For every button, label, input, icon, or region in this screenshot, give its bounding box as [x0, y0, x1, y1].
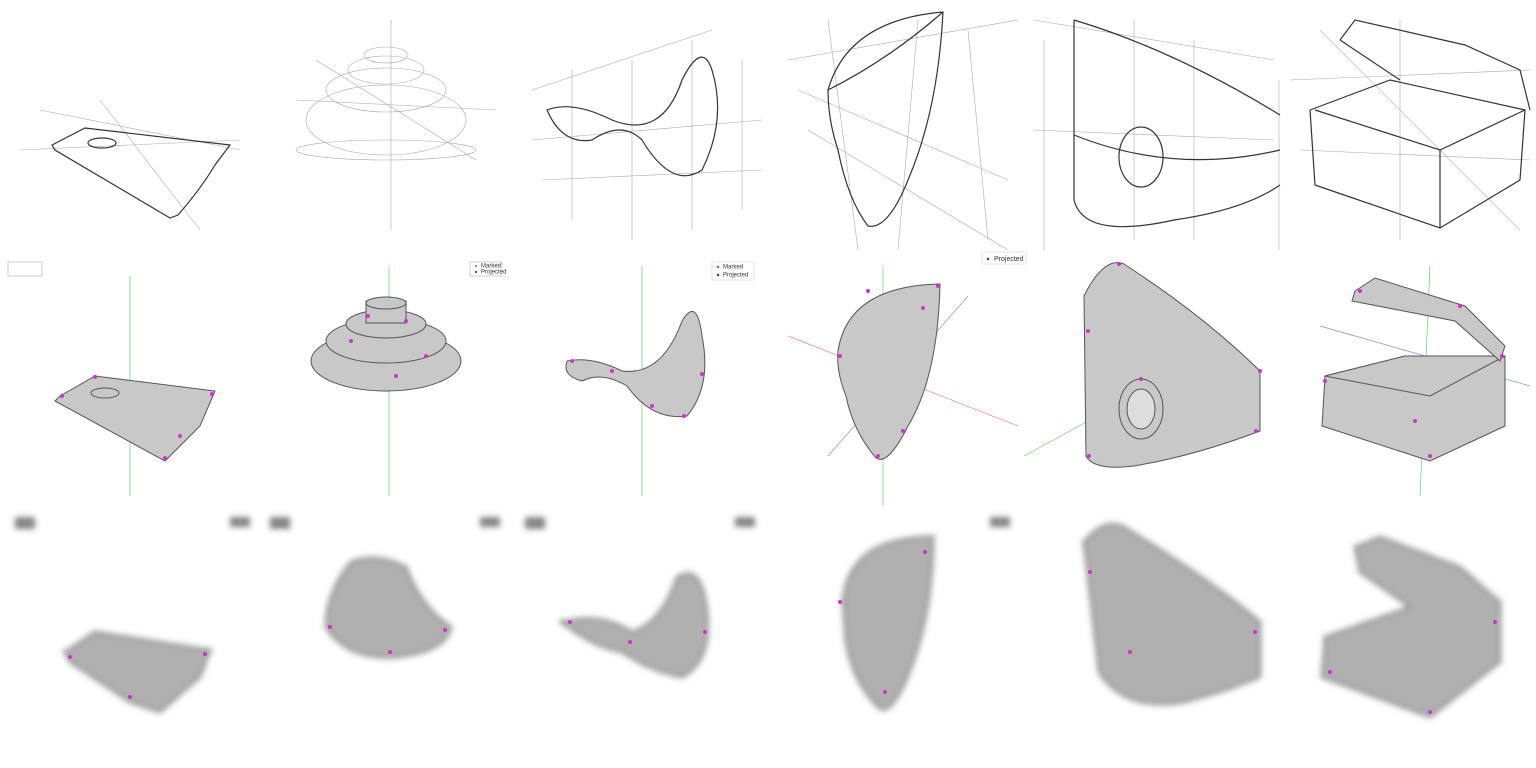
sketch-1	[19, 99, 241, 231]
reconstruction-blobs	[15, 517, 1502, 719]
render-row: Marked Projected Marked Projected Projec…	[7, 251, 1531, 506]
legend-label: Projected	[723, 273, 748, 279]
render-1	[7, 261, 216, 496]
sketch-6	[1289, 19, 1531, 240]
render-4: Marked Projected	[711, 261, 1019, 506]
render-6	[1319, 265, 1531, 497]
sketch-3	[531, 29, 763, 240]
legend-label: Marked	[481, 264, 501, 270]
sketch-4	[787, 11, 1019, 251]
render-2	[310, 266, 462, 496]
reconstruction-points	[68, 550, 1497, 714]
sketch-5	[1033, 19, 1281, 250]
legend-label: Marked	[723, 265, 743, 271]
reconstruction-row	[15, 517, 1502, 719]
legend-label: Projected	[481, 270, 506, 276]
legend-label: Projected	[994, 256, 1024, 263]
sketch-2	[295, 20, 497, 230]
render-3: Marked Projected	[469, 261, 706, 496]
sketch-row	[19, 11, 1531, 251]
render-5: Projected	[981, 251, 1262, 468]
